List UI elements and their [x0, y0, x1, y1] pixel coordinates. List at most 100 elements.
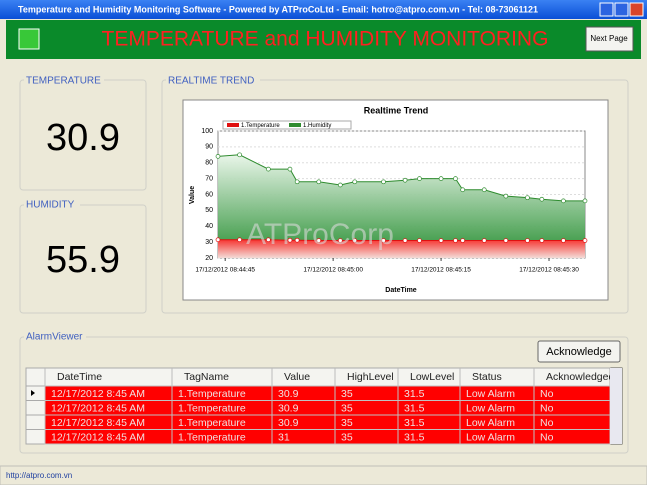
- label-bg: [24, 331, 86, 343]
- legend-label: 1.Humidity: [303, 123, 331, 129]
- cell: 1.Temperature: [178, 417, 246, 429]
- point: [453, 176, 458, 181]
- y-tick-label: 90: [205, 144, 213, 151]
- column-header: Acknowledged: [546, 371, 614, 383]
- acknowledge-button[interactable]: [537, 340, 621, 363]
- cell: 31: [278, 431, 290, 443]
- label-bg: [166, 75, 260, 87]
- point: [561, 198, 566, 204]
- label-bg: [24, 75, 104, 87]
- point: [453, 238, 458, 243]
- legend-box: [222, 120, 352, 130]
- point: [381, 179, 386, 185]
- cell: Low Alarm: [466, 417, 515, 429]
- point: [215, 154, 221, 159]
- cell: 31.5: [404, 402, 425, 414]
- cell: 31.5: [404, 388, 425, 400]
- point: [352, 238, 358, 243]
- cell: 1.Temperature: [178, 388, 246, 400]
- cell: 30.9: [278, 417, 299, 429]
- cell: 35: [341, 388, 353, 400]
- point: [582, 198, 588, 204]
- header-title: TEMPERATURE and HUMIDITY MONITORING: [102, 28, 549, 51]
- cell: 12/17/2012 8:45 AM: [51, 431, 145, 443]
- point: [481, 238, 487, 243]
- column-header: HighLevel: [347, 371, 394, 383]
- point: [402, 177, 408, 183]
- trend-box: [161, 79, 629, 314]
- point: [266, 166, 271, 172]
- y-tick-label: 40: [205, 223, 213, 230]
- close-button[interactable]: [629, 2, 644, 17]
- humidity-box: [19, 204, 147, 314]
- point: [525, 238, 530, 243]
- x-tick-label: 17/12/2012 08:45:15: [411, 267, 471, 274]
- legend-swatch: [289, 123, 301, 127]
- legend-swatch: [227, 123, 239, 127]
- point: [294, 237, 300, 243]
- trend-label: REALTIME TREND: [168, 76, 254, 87]
- cell: Low Alarm: [466, 388, 515, 400]
- y-tick-label: 100: [201, 128, 213, 135]
- point: [215, 237, 221, 243]
- humidity-value: 55.9: [46, 239, 120, 281]
- point: [287, 237, 293, 243]
- acknowledge-label: Acknowledge: [546, 346, 611, 358]
- cell: No: [540, 388, 554, 400]
- cell: 12/17/2012 8:45 AM: [51, 417, 145, 429]
- point: [481, 187, 487, 193]
- alarm-label: AlarmViewer: [26, 332, 83, 343]
- cell: 35: [341, 431, 353, 443]
- row-header: [25, 429, 46, 445]
- cell: Low Alarm: [466, 431, 515, 443]
- point: [561, 238, 566, 243]
- chart-title: Realtime Trend: [364, 105, 429, 115]
- column-header: DateTime: [57, 371, 102, 383]
- point: [294, 179, 300, 185]
- area: [218, 239, 585, 258]
- point: [525, 195, 530, 201]
- point: [582, 238, 588, 243]
- temperature-value: 30.9: [46, 117, 120, 159]
- cell: No: [540, 431, 554, 443]
- cell: 1.Temperature: [178, 402, 246, 414]
- point: [417, 176, 422, 181]
- maximize-button[interactable]: [614, 2, 629, 17]
- watermark: ATProCorp: [246, 218, 394, 251]
- header-band: [6, 20, 641, 59]
- point: [337, 182, 343, 188]
- point: [438, 176, 444, 181]
- x-tick-label: 17/12/2012 08:44:45: [195, 267, 255, 274]
- minimize-button[interactable]: [599, 2, 614, 17]
- cell: 31.5: [404, 417, 425, 429]
- humidity-label: HUMIDITY: [26, 200, 75, 211]
- scrollbar[interactable]: [610, 368, 622, 444]
- point: [337, 238, 343, 243]
- alarm-box: [19, 336, 629, 454]
- point: [417, 238, 422, 243]
- cell: 35: [341, 417, 353, 429]
- cell: 35: [341, 402, 353, 414]
- cell: Low Alarm: [466, 402, 515, 414]
- point: [460, 238, 466, 243]
- area: [218, 154, 585, 258]
- point: [539, 196, 545, 202]
- y-tick-label: 20: [205, 255, 213, 262]
- line: [217, 154, 585, 202]
- point: [402, 238, 408, 243]
- next-page-button[interactable]: [585, 26, 634, 52]
- y-tick-label: 30: [205, 239, 213, 246]
- cell: No: [540, 402, 554, 414]
- y-tick-label: 80: [205, 160, 213, 167]
- column-header: LowLevel: [410, 371, 454, 383]
- column-header: Value: [284, 371, 310, 383]
- point: [287, 166, 293, 172]
- y-tick-label: 50: [205, 207, 213, 214]
- y-tick-label: 60: [205, 191, 213, 198]
- point: [352, 179, 358, 185]
- point: [316, 179, 322, 185]
- status-indicator: [18, 28, 40, 50]
- point: [460, 187, 466, 193]
- point: [381, 238, 386, 243]
